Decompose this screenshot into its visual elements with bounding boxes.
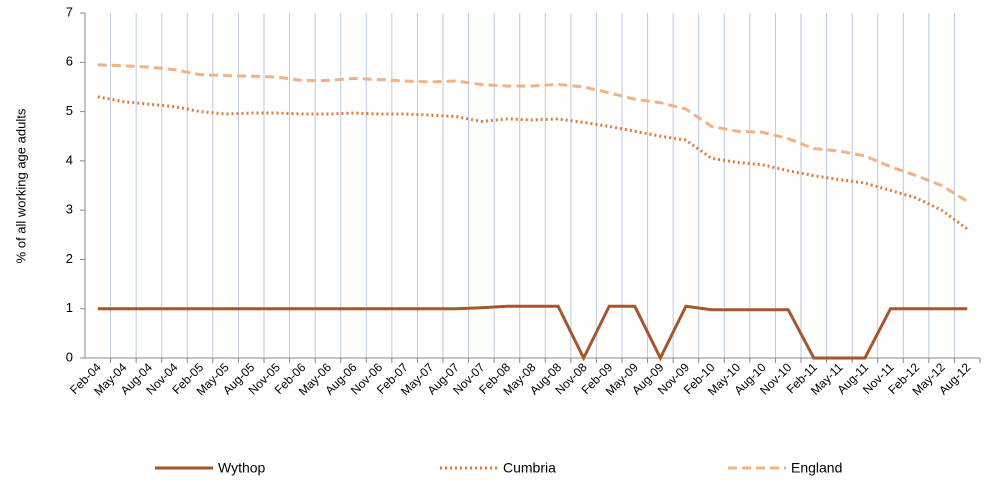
legend-label: Wythop (218, 460, 266, 476)
y-tick-label: 2 (66, 251, 73, 266)
series-line (97, 304, 968, 362)
series-line (97, 63, 969, 203)
y-tick-label: 7 (66, 4, 73, 19)
series-line (97, 95, 969, 231)
y-tick-label: 3 (66, 202, 73, 217)
legend-label: Cumbria (503, 460, 556, 476)
y-tick-label: 4 (66, 152, 73, 167)
y-tick-label: 5 (66, 103, 73, 118)
y-axis-label: % of all working age adults (13, 108, 28, 263)
y-tick-label: 1 (66, 300, 73, 315)
legend-label: England (791, 460, 842, 476)
y-tick-label: 0 (66, 349, 73, 364)
y-tick-label: 6 (66, 54, 73, 69)
